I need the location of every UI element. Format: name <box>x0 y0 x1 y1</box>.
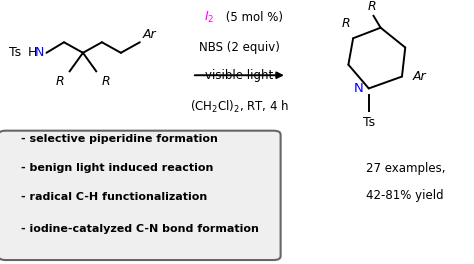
Text: NBS (2 equiv): NBS (2 equiv) <box>199 41 280 54</box>
Text: (CH$_2$Cl)$_2$, RT, 4 h: (CH$_2$Cl)$_2$, RT, 4 h <box>190 99 289 115</box>
Text: - iodine-catalyzed C-N bond formation: - iodine-catalyzed C-N bond formation <box>21 224 259 234</box>
Text: 42-81% yield: 42-81% yield <box>366 189 444 202</box>
FancyBboxPatch shape <box>0 131 281 260</box>
Text: (5 mol %): (5 mol %) <box>222 11 283 24</box>
Text: R: R <box>342 17 351 30</box>
Text: R: R <box>367 0 376 13</box>
Text: Ar: Ar <box>412 70 426 83</box>
Text: 27 examples,: 27 examples, <box>365 162 445 176</box>
Text: - radical C-H functionalization: - radical C-H functionalization <box>21 192 207 202</box>
Text: $I_2$: $I_2$ <box>204 10 214 25</box>
Text: N: N <box>35 46 44 59</box>
Text: Ar: Ar <box>143 29 157 41</box>
Text: R: R <box>101 75 110 88</box>
Text: visible light: visible light <box>205 69 273 82</box>
Text: Ts: Ts <box>363 116 375 129</box>
Text: N: N <box>353 82 363 95</box>
Text: Ts: Ts <box>9 46 21 59</box>
Text: - selective piperidine formation: - selective piperidine formation <box>21 134 218 144</box>
Text: R: R <box>56 75 64 88</box>
Text: - benign light induced reaction: - benign light induced reaction <box>21 163 213 173</box>
Text: H: H <box>27 46 37 59</box>
